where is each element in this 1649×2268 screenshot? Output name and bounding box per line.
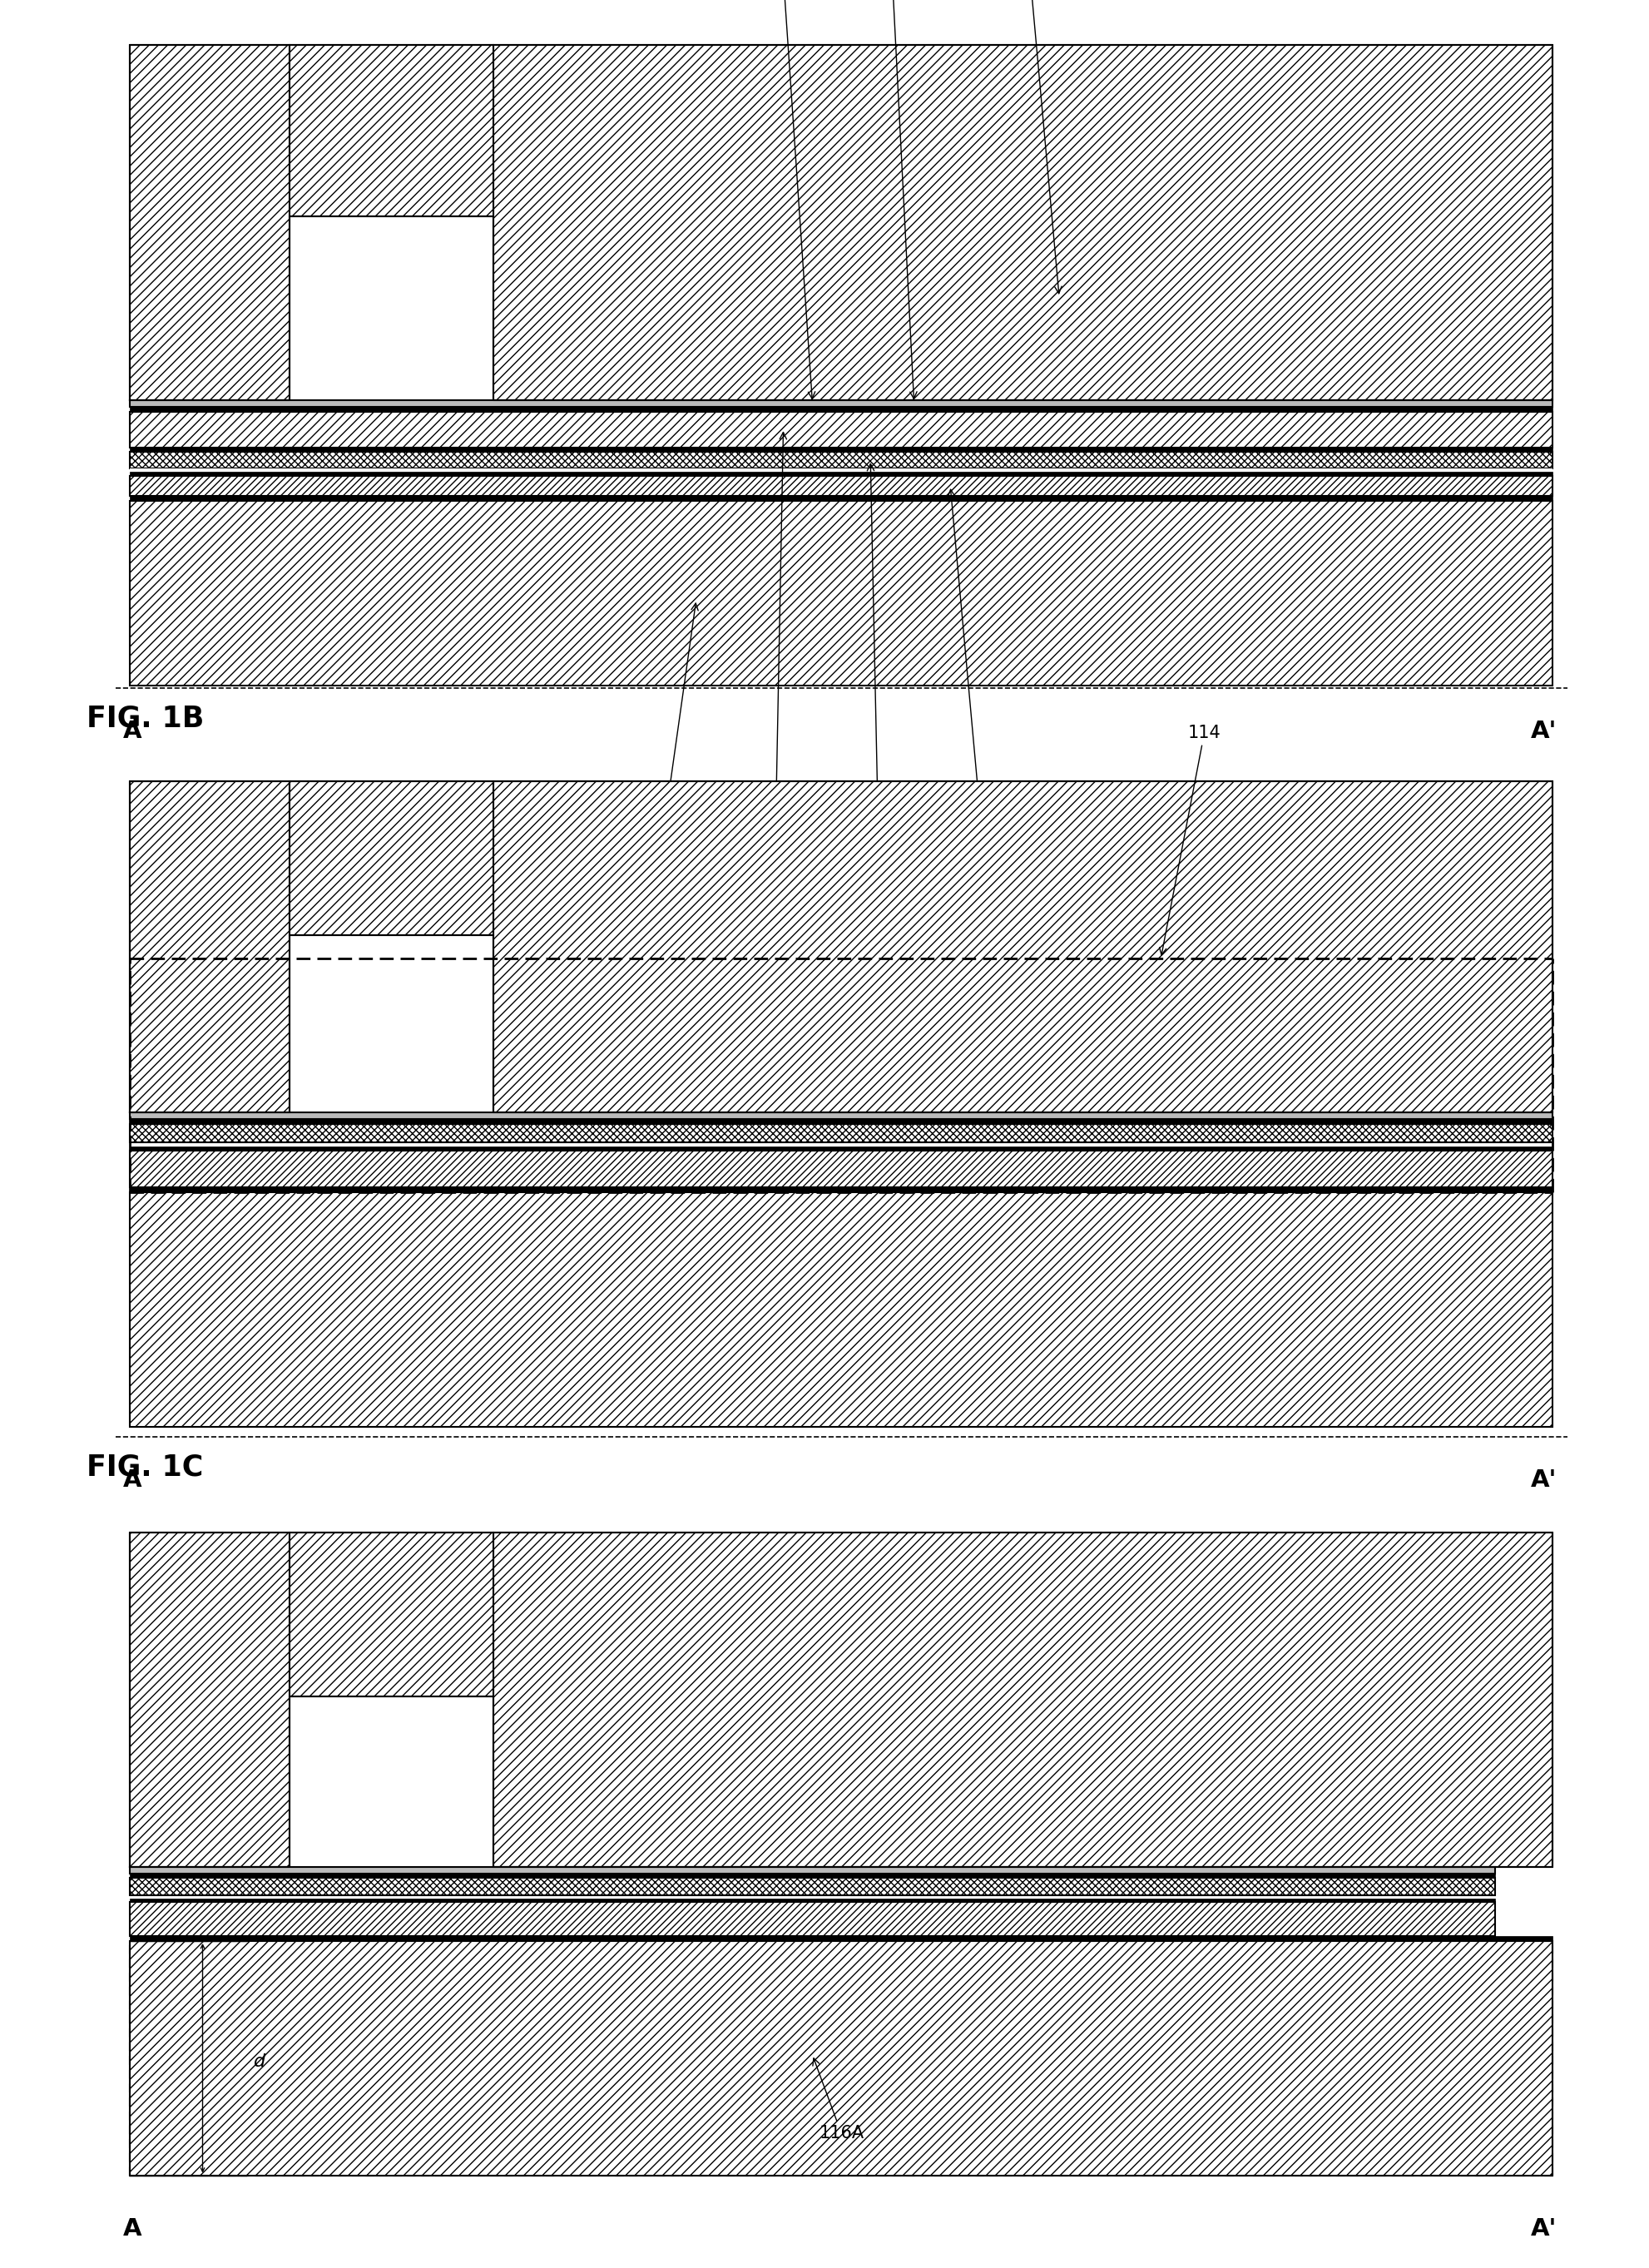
Bar (130, 1878, 1494, 1894)
Bar (130, 1143, 1552, 1145)
Text: A': A' (1530, 2218, 1557, 2241)
Bar (130, 1898, 1494, 1903)
Bar (130, 1935, 1552, 1941)
Bar (290, 45, 493, 215)
Bar (130, 780, 290, 1111)
Text: A': A' (1530, 719, 1557, 744)
Bar (130, 1118, 1552, 1123)
Text: 114: 114 (1159, 723, 1220, 955)
Bar (130, 497, 1552, 501)
Bar (130, 401, 1552, 406)
Text: 116A: 116A (813, 2057, 864, 2141)
Text: 108: 108 (767, 0, 815, 399)
Bar (130, 447, 1552, 451)
Text: 100: 100 (650, 603, 698, 814)
Text: 112: 112 (1012, 0, 1062, 293)
Bar (130, 411, 1552, 447)
Text: A: A (122, 1470, 142, 1492)
Text: A': A' (1530, 1470, 1557, 1492)
Bar (130, 451, 1552, 467)
Text: 102: 102 (759, 433, 792, 814)
Bar (130, 501, 1552, 685)
Bar (130, 1903, 1494, 1935)
Bar (130, 1533, 290, 1867)
Bar (130, 1123, 1552, 1143)
Bar (493, 45, 1552, 401)
Bar (130, 1150, 1552, 1186)
Bar (493, 1533, 1552, 1867)
Text: d: d (254, 2053, 265, 2071)
Bar (290, 1533, 493, 1696)
Bar (130, 1894, 1494, 1898)
Bar (130, 476, 1552, 497)
Text: 106: 106 (947, 490, 996, 814)
Bar (130, 1145, 1552, 1150)
Text: 104: 104 (861, 465, 894, 814)
Bar (130, 472, 1552, 476)
Bar (290, 780, 493, 934)
Text: FIG. 1B: FIG. 1B (86, 703, 204, 733)
Text: A: A (122, 719, 142, 744)
Bar (130, 1941, 1552, 2175)
Bar (130, 1867, 1494, 1873)
Bar (130, 1186, 1552, 1193)
Text: A: A (122, 2218, 142, 2241)
Bar (130, 1873, 1494, 1878)
Bar (130, 1111, 1552, 1118)
Bar (130, 45, 290, 401)
Bar (130, 406, 1552, 411)
Bar (130, 1193, 1552, 1427)
Text: 110: 110 (876, 0, 917, 399)
Bar (493, 780, 1552, 1111)
Text: FIG. 1C: FIG. 1C (86, 1454, 203, 1481)
Bar (130, 467, 1552, 472)
